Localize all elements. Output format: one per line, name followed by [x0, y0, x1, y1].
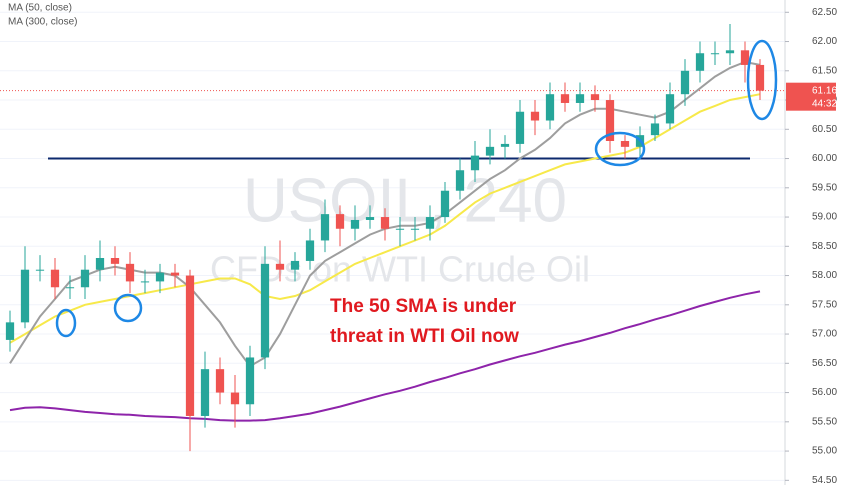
candle-body — [95, 258, 105, 270]
last-price-label: 61.16 — [812, 85, 837, 96]
candle-body — [455, 170, 465, 191]
candle-body — [170, 272, 180, 276]
y-tick-label: 62.50 — [812, 7, 837, 18]
highlight-ellipse — [113, 293, 143, 323]
y-tick-label: 55.50 — [812, 416, 837, 427]
candle-body — [575, 94, 585, 103]
candle-body — [110, 258, 120, 264]
y-tick-label: 59.50 — [812, 182, 837, 193]
candle-body — [140, 281, 150, 283]
candle-body — [500, 143, 510, 147]
y-tick-label: 60.00 — [812, 153, 837, 164]
candle-body — [440, 190, 450, 218]
highlight-ellipse — [746, 39, 778, 121]
watermark-subtitle: CFDs on WTI Crude Oil — [210, 249, 590, 290]
candle-body — [20, 269, 30, 323]
candle-body — [290, 260, 300, 270]
candle-body — [395, 228, 405, 230]
moving-average — [9, 290, 761, 422]
y-axis: 62.5062.0061.5061.0060.5060.0059.5059.00… — [785, 7, 837, 485]
candle-body — [710, 53, 720, 55]
countdown: 44:32 — [812, 98, 837, 109]
candle-body — [5, 322, 15, 340]
candle-body — [545, 94, 555, 121]
candle-body — [470, 155, 480, 171]
annotation: threat in WTI Oil now — [330, 326, 519, 347]
y-tick-label: 58.50 — [812, 241, 837, 252]
candle-body — [65, 287, 75, 289]
candle-body — [620, 140, 630, 147]
candle-body — [50, 269, 60, 288]
candle-body — [740, 50, 750, 65]
candle-body — [215, 369, 225, 393]
y-tick-label: 56.00 — [812, 387, 837, 398]
candle-body — [305, 240, 315, 261]
candle-body — [380, 217, 390, 229]
candle-body — [560, 94, 570, 103]
candle-body — [260, 263, 270, 358]
y-tick-label: 59.00 — [812, 212, 837, 223]
candle-body — [245, 357, 255, 405]
candle-body — [755, 64, 765, 91]
candle-body — [665, 94, 675, 124]
plot — [0, 23, 785, 452]
candle-body — [725, 50, 735, 54]
candle-body — [350, 219, 360, 229]
candle-body — [200, 369, 210, 416]
candle-body — [275, 263, 285, 270]
candle-body — [485, 146, 495, 156]
y-tick-label: 62.00 — [812, 36, 837, 47]
candle-body — [410, 228, 420, 230]
candle-body — [185, 275, 195, 416]
highlight-ellipse — [55, 308, 77, 338]
legend-entry: MA (50, close) — [8, 3, 72, 14]
candle-body — [320, 214, 330, 241]
y-tick-label: 55.00 — [812, 446, 837, 457]
candle-body — [530, 111, 540, 121]
candle-body — [425, 217, 435, 229]
candle-body — [155, 272, 165, 282]
last-price-box — [786, 82, 836, 111]
y-tick-label: 56.50 — [812, 358, 837, 369]
candle-body — [695, 53, 705, 71]
candle-body — [650, 123, 660, 136]
candle-body — [230, 392, 240, 405]
y-tick-label: 57.00 — [812, 329, 837, 340]
moving-average — [9, 93, 761, 344]
candle-body — [365, 217, 375, 220]
legend-entry: MA (300, close) — [8, 17, 77, 28]
y-tick-label: 54.50 — [812, 475, 837, 485]
candle-body — [35, 269, 45, 271]
candle-body — [680, 70, 690, 95]
highlight-ellipse — [594, 131, 646, 167]
candle-body — [605, 100, 615, 141]
candle-body — [590, 94, 600, 101]
y-tick-label: 61.50 — [812, 65, 837, 76]
candle-body — [515, 111, 525, 144]
y-tick-label: 57.50 — [812, 299, 837, 310]
watermark: USOIL, 240 — [243, 166, 567, 235]
y-tick-label: 58.00 — [812, 270, 837, 281]
candle-body — [335, 214, 345, 229]
y-tick-label: 60.50 — [812, 124, 837, 135]
candle-body — [80, 269, 90, 288]
annotation: The 50 SMA is under — [330, 296, 517, 317]
candle-body — [125, 263, 135, 282]
